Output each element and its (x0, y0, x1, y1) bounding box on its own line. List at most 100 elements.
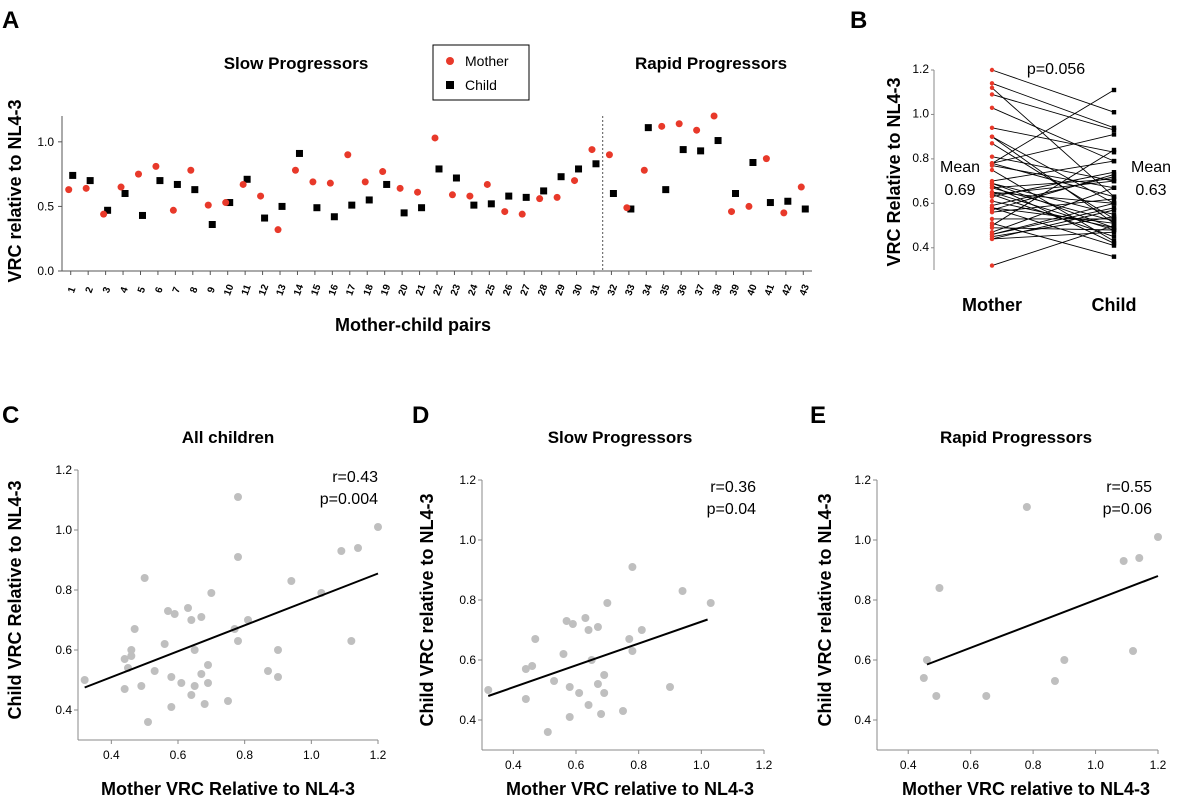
panel-b: p=0.056 VRC Relative to NL4-3 Mean 0.69 … (884, 61, 1171, 315)
mother-point (274, 226, 282, 234)
mother-point (623, 204, 631, 212)
child-point (1111, 205, 1117, 210)
mother-point (989, 185, 995, 190)
panel-a-ytick-label: 0.0 (37, 264, 54, 278)
data-point (603, 599, 612, 607)
data-point (619, 707, 627, 715)
child-point (522, 193, 530, 201)
data-point (144, 718, 152, 726)
data-point (204, 661, 212, 669)
child-point (1111, 127, 1117, 133)
panel-d-xtick-label: 0.8 (630, 758, 647, 772)
pair-line (991, 89, 1115, 164)
panel-a-xtick-label: 25 (484, 283, 498, 298)
child-point (1111, 147, 1117, 153)
panel-b-ytick-label: 0.4 (912, 240, 929, 254)
panel-a-xtick-label: 9 (206, 285, 218, 294)
panel-c-xtick-label: 1.0 (303, 748, 320, 762)
pair-line (991, 198, 1115, 213)
data-point (287, 577, 296, 585)
panel-d-xtick-label: 1.0 (693, 758, 710, 772)
pair-line (991, 94, 1115, 131)
data-point (562, 617, 571, 625)
panel-e: Rapid Progressors Child VRC relative to … (815, 428, 1152, 799)
panel-a-xtick-label: 43 (798, 283, 812, 298)
panel-d-title: Slow Progressors (548, 428, 693, 447)
mother-point (187, 166, 195, 174)
child-point (1111, 185, 1117, 190)
panel-c-p: p=0.004 (320, 491, 378, 508)
pair-line (991, 127, 1115, 153)
data-point (197, 670, 206, 678)
panel-e-fit-line (926, 575, 1159, 666)
data-point (521, 695, 530, 703)
data-point (531, 635, 540, 643)
child-point (575, 165, 583, 173)
pair-line (991, 165, 1115, 189)
panel-c: All children Child VRC Relative to NL4-3… (5, 428, 378, 799)
child-point (662, 186, 670, 194)
child-point (1111, 87, 1117, 93)
child-point (452, 174, 460, 182)
panel-e-ytick-label: 0.4 (854, 713, 871, 727)
child-point (313, 204, 321, 212)
pair-line (991, 182, 1115, 215)
data-point (347, 637, 356, 645)
data-point (521, 665, 530, 673)
mother-point (780, 209, 788, 217)
child-point (1111, 174, 1117, 179)
panel-a-xtick-label: 15 (309, 283, 323, 298)
data-point (197, 613, 206, 621)
data-point (224, 697, 232, 705)
child-point (243, 175, 251, 183)
data-point (919, 674, 928, 682)
child-point (1111, 218, 1117, 224)
panel-a-xtick-label: 18 (362, 283, 376, 298)
mother-point (605, 151, 613, 159)
child-point (435, 165, 443, 173)
mother-point (448, 191, 456, 199)
panel-a-xtick-label: 33 (623, 283, 637, 298)
child-point (470, 201, 478, 209)
child-point (784, 197, 792, 205)
data-point (140, 574, 149, 582)
panel-e-xtick-label: 1.0 (1087, 758, 1104, 772)
data-point (1050, 677, 1059, 685)
panel-a-xtick-label: 16 (327, 283, 341, 298)
panel-a-xtick-label: 19 (379, 283, 393, 298)
child-point (505, 192, 513, 200)
panel-a-ylabel: VRC relative to NL4-3 (5, 99, 25, 282)
panel-a-xtick-label: 30 (571, 283, 585, 298)
mother-point (501, 208, 509, 216)
legend-mother-label: Mother (465, 53, 509, 69)
child-point (732, 190, 740, 197)
panel-a-xtick-label: 31 (589, 283, 603, 298)
mother-point (483, 180, 491, 188)
mother-point (728, 208, 736, 216)
child-point (1111, 216, 1117, 222)
data-point (559, 650, 568, 658)
child-point (278, 202, 286, 210)
mother-point (989, 85, 995, 90)
data-point (274, 673, 282, 681)
mother-point (989, 125, 995, 130)
panel-a-xtick-label: 14 (292, 283, 306, 298)
child-point (104, 206, 112, 214)
panel-a-xtick-label: 5 (136, 285, 148, 294)
panel-a-xtick-label: 23 (449, 283, 463, 298)
child-point (348, 201, 356, 209)
child-point (540, 187, 548, 195)
data-point (1022, 503, 1031, 511)
panel-a-xtick-label: 24 (466, 283, 480, 298)
data-point (637, 626, 646, 634)
panel-c-title: All children (182, 428, 275, 447)
mother-point (588, 146, 596, 154)
panel-b-xtick-mother: Mother (962, 295, 1022, 315)
panel-a-xtick-label: 28 (536, 283, 550, 298)
chart-marks: 0.00.51.01 2 3 4 5 6 7 8 9 10 11 12 13 14 15 16 17 18 19 20… (37, 62, 1166, 772)
data-point (581, 614, 590, 622)
panel-d-ytick-label: 0.6 (459, 653, 476, 667)
data-point (184, 604, 192, 612)
panel-a-xtick-label: 4 (119, 285, 131, 294)
mother-point (989, 234, 995, 239)
